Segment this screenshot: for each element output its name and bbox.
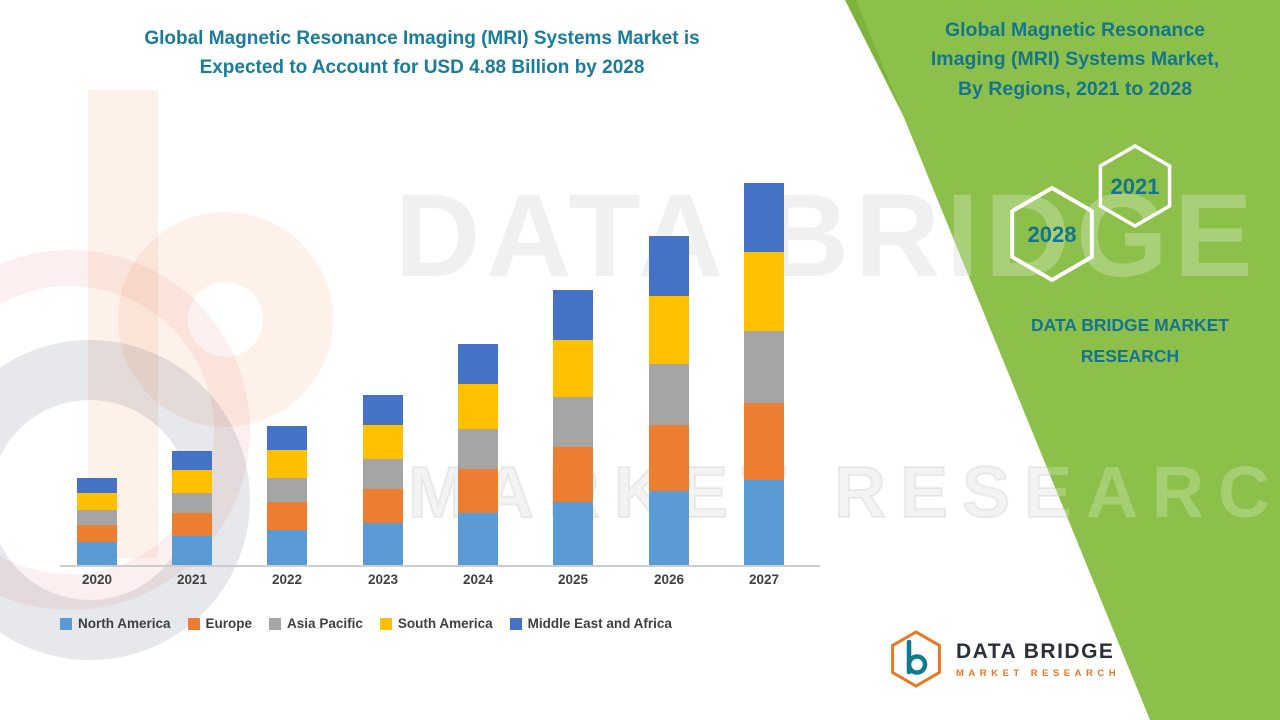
bar-segment	[458, 429, 498, 469]
stacked-bar-2022	[267, 426, 307, 565]
stacked-bar-2024	[458, 344, 498, 565]
bar-segment	[553, 397, 593, 447]
bar-segment	[744, 183, 784, 252]
footer-brand-name: DATA BRIDGE	[956, 639, 1115, 663]
panel-brand-line2: RESEARCH	[1080, 345, 1180, 366]
panel-brand-text: DATA BRIDGE MARKET RESEARCH	[995, 310, 1265, 371]
legend-swatch	[379, 617, 392, 630]
stacked-bar-2026	[649, 236, 689, 565]
bar-segment	[744, 331, 784, 403]
bar-segment	[458, 469, 498, 513]
panel-title-line2: Imaging (MRI) Systems Market,	[930, 48, 1220, 71]
legend-swatch	[509, 617, 522, 630]
bar-segment	[458, 344, 498, 384]
chart-title-line1: Global Magnetic Resonance Imaging (MRI) …	[144, 28, 700, 49]
dbmr-hexagon-logo-icon	[891, 630, 941, 688]
bar-segment	[77, 510, 117, 525]
bar-segment	[363, 489, 403, 523]
bar-segment	[267, 502, 307, 530]
legend-swatch	[269, 617, 282, 630]
plot-area	[60, 133, 820, 567]
bar-segment	[553, 447, 593, 502]
bar-segment	[458, 384, 498, 429]
bar-segment	[77, 542, 117, 565]
bar-segment	[553, 290, 593, 340]
bar-segment	[744, 480, 784, 565]
footer-logo: DATA BRIDGE MARKET RESEARCH	[888, 628, 1120, 690]
chart-title: Global Magnetic Resonance Imaging (MRI) …	[72, 24, 772, 83]
x-axis-label: 2026	[653, 572, 685, 587]
bar-segment	[267, 530, 307, 565]
panel-title-line1: Global Magnetic Resonance	[944, 19, 1206, 41]
bar-segment	[77, 525, 117, 542]
logo-hexagon-outline	[891, 630, 941, 688]
bar-segment	[553, 502, 593, 565]
legend-item: South America	[379, 616, 493, 631]
stacked-bar-2025	[553, 290, 593, 565]
x-axis-label: 2023	[367, 572, 399, 587]
bar-segment	[363, 425, 403, 459]
bar-segment	[267, 478, 307, 502]
legend-label: Europe	[205, 616, 253, 631]
hexagon-year-badges: 2021 2028	[1010, 143, 1172, 283]
bar-segment	[649, 491, 689, 565]
hexagon-year-2028: 2028	[1028, 222, 1077, 247]
bar-segment	[744, 252, 784, 331]
x-axis-label: 2027	[748, 572, 780, 587]
bar-segment	[172, 536, 212, 565]
bar-segment	[77, 478, 117, 493]
bar-segment	[363, 523, 403, 565]
bar-segment	[172, 451, 212, 470]
stacked-bar-2020	[77, 478, 117, 565]
bar-segment	[77, 493, 117, 510]
bar-segment	[172, 493, 212, 513]
legend-item: Europe	[187, 616, 253, 631]
x-axis-label: 2025	[557, 572, 589, 587]
panel-brand-line1: DATA BRIDGE MARKET	[1031, 315, 1229, 335]
legend-item: North America	[60, 616, 171, 631]
legend-item: Middle East and Africa	[509, 616, 672, 631]
panel-title-line3: By Regions, 2021 to 2028	[957, 77, 1193, 100]
legend-item: Asia Pacific	[269, 616, 363, 631]
bar-segment	[363, 395, 403, 425]
bar-segment	[458, 513, 498, 565]
legend-swatch	[60, 617, 72, 630]
footer-brand-tagline: MARKET RESEARCH	[956, 667, 1121, 679]
legend-label: North America	[78, 616, 171, 631]
bar-segment	[172, 470, 212, 493]
x-axis-labels: 2020 2021 2022 2023 2024 2025 2026 2027	[60, 572, 820, 594]
legend: North America Europe Asia Pacific South Ame…	[60, 616, 835, 631]
stacked-bar-2021	[172, 451, 212, 565]
panel-title: Global Magnetic Resonance Imaging (MRI) …	[882, 16, 1268, 104]
legend-label: South America	[397, 616, 493, 631]
legend-swatch	[187, 617, 200, 630]
bar-segment	[267, 450, 307, 478]
stacked-bar-2023	[363, 395, 403, 565]
bar-segment	[267, 426, 307, 450]
stacked-bar-2027	[744, 183, 784, 565]
x-axis-label: 2022	[271, 572, 303, 587]
hexagon-year-2021: 2021	[1111, 174, 1160, 199]
bar-segment	[649, 296, 689, 364]
bar-segment	[649, 236, 689, 296]
x-axis-label: 2021	[176, 572, 208, 587]
legend-label: Asia Pacific	[287, 616, 363, 631]
bar-segment	[649, 364, 689, 425]
chart-title-line2: Expected to Account for USD 4.88 Billion…	[199, 57, 645, 79]
bar-segment	[172, 513, 212, 536]
bar-segment	[649, 425, 689, 491]
bar-segment	[363, 459, 403, 489]
legend-label: Middle East and Africa	[527, 616, 672, 631]
bar-segment	[553, 340, 593, 397]
bar-segment	[744, 403, 784, 480]
footer-logo-text: DATA BRIDGE MARKET RESEARCH	[956, 640, 1120, 679]
x-axis-label: 2024	[462, 572, 494, 587]
x-axis-label: 2020	[81, 572, 113, 587]
